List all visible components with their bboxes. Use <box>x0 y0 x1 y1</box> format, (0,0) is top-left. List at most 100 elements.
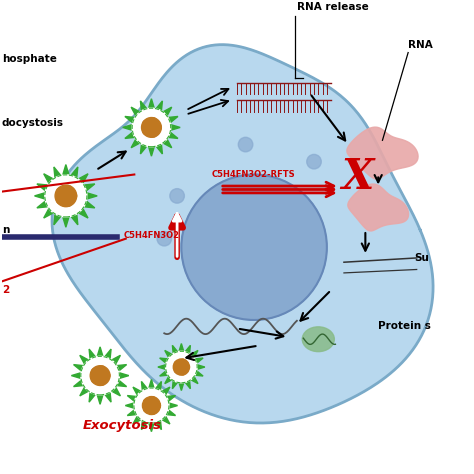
Circle shape <box>174 367 180 373</box>
Polygon shape <box>84 201 95 208</box>
Circle shape <box>150 397 156 403</box>
Circle shape <box>273 189 287 203</box>
Circle shape <box>184 365 190 370</box>
Polygon shape <box>185 346 191 354</box>
Polygon shape <box>166 396 175 401</box>
Circle shape <box>213 274 227 289</box>
Polygon shape <box>78 209 88 218</box>
Polygon shape <box>155 420 162 429</box>
Polygon shape <box>54 214 61 225</box>
Polygon shape <box>173 381 178 389</box>
Circle shape <box>56 188 64 195</box>
Polygon shape <box>163 139 172 148</box>
Polygon shape <box>141 382 147 391</box>
Polygon shape <box>185 381 191 389</box>
Polygon shape <box>73 380 83 387</box>
Text: docystosis: docystosis <box>2 118 64 128</box>
Polygon shape <box>73 365 83 371</box>
Polygon shape <box>165 376 172 383</box>
Polygon shape <box>156 101 163 111</box>
Polygon shape <box>179 344 184 351</box>
Polygon shape <box>140 101 147 111</box>
Polygon shape <box>173 346 178 354</box>
Circle shape <box>165 351 197 383</box>
Polygon shape <box>131 139 140 148</box>
Text: X: X <box>341 155 373 198</box>
Circle shape <box>142 118 161 137</box>
Polygon shape <box>80 356 89 364</box>
Polygon shape <box>168 132 178 138</box>
Polygon shape <box>78 174 88 183</box>
Polygon shape <box>44 209 54 218</box>
Text: Protein s: Protein s <box>378 321 431 331</box>
Circle shape <box>150 130 157 137</box>
Polygon shape <box>71 214 78 225</box>
Circle shape <box>204 223 219 237</box>
Polygon shape <box>348 184 409 231</box>
Ellipse shape <box>302 327 334 352</box>
Circle shape <box>170 189 184 203</box>
Circle shape <box>45 175 87 217</box>
Circle shape <box>143 397 160 415</box>
Polygon shape <box>87 193 97 199</box>
Polygon shape <box>117 365 127 371</box>
Polygon shape <box>162 387 170 395</box>
Polygon shape <box>52 45 433 423</box>
Circle shape <box>64 199 72 206</box>
Circle shape <box>90 366 110 385</box>
Polygon shape <box>195 371 203 376</box>
Polygon shape <box>125 132 135 138</box>
Circle shape <box>103 372 110 379</box>
Polygon shape <box>149 380 154 388</box>
Polygon shape <box>63 217 69 227</box>
Text: Su: Su <box>415 253 429 263</box>
Polygon shape <box>191 350 198 358</box>
Text: Exocytosis: Exocytosis <box>83 419 162 432</box>
Circle shape <box>143 120 149 127</box>
Polygon shape <box>35 193 45 199</box>
Polygon shape <box>89 392 95 402</box>
Polygon shape <box>165 350 172 358</box>
Polygon shape <box>111 387 120 396</box>
Circle shape <box>99 379 105 385</box>
Polygon shape <box>105 392 111 402</box>
Polygon shape <box>197 365 205 369</box>
Polygon shape <box>155 382 162 391</box>
Circle shape <box>150 408 156 414</box>
Circle shape <box>132 108 171 147</box>
Circle shape <box>157 231 172 246</box>
Polygon shape <box>125 117 135 123</box>
Polygon shape <box>149 423 154 432</box>
Circle shape <box>150 118 157 125</box>
Polygon shape <box>44 174 54 183</box>
Polygon shape <box>128 410 137 416</box>
Polygon shape <box>84 184 95 191</box>
Text: C5H4FN3O2-RFTS: C5H4FN3O2-RFTS <box>211 170 295 179</box>
Circle shape <box>174 361 180 366</box>
Polygon shape <box>37 184 48 191</box>
Polygon shape <box>131 107 140 116</box>
Circle shape <box>99 366 105 373</box>
Polygon shape <box>166 410 175 416</box>
Circle shape <box>134 388 169 423</box>
Polygon shape <box>37 201 48 208</box>
Circle shape <box>144 406 150 412</box>
Polygon shape <box>195 358 203 363</box>
Text: 2: 2 <box>2 285 9 295</box>
Polygon shape <box>71 167 78 178</box>
Polygon shape <box>105 349 111 359</box>
Polygon shape <box>123 125 132 130</box>
Circle shape <box>56 197 64 204</box>
Polygon shape <box>72 373 81 378</box>
Circle shape <box>173 359 190 375</box>
Polygon shape <box>162 416 170 424</box>
Circle shape <box>81 356 119 395</box>
Polygon shape <box>63 164 69 175</box>
Circle shape <box>238 137 253 152</box>
Text: RNA release: RNA release <box>297 2 369 12</box>
Polygon shape <box>191 376 198 383</box>
Polygon shape <box>128 396 137 401</box>
Text: RNA: RNA <box>408 40 433 50</box>
Circle shape <box>307 155 321 169</box>
Polygon shape <box>133 387 141 395</box>
